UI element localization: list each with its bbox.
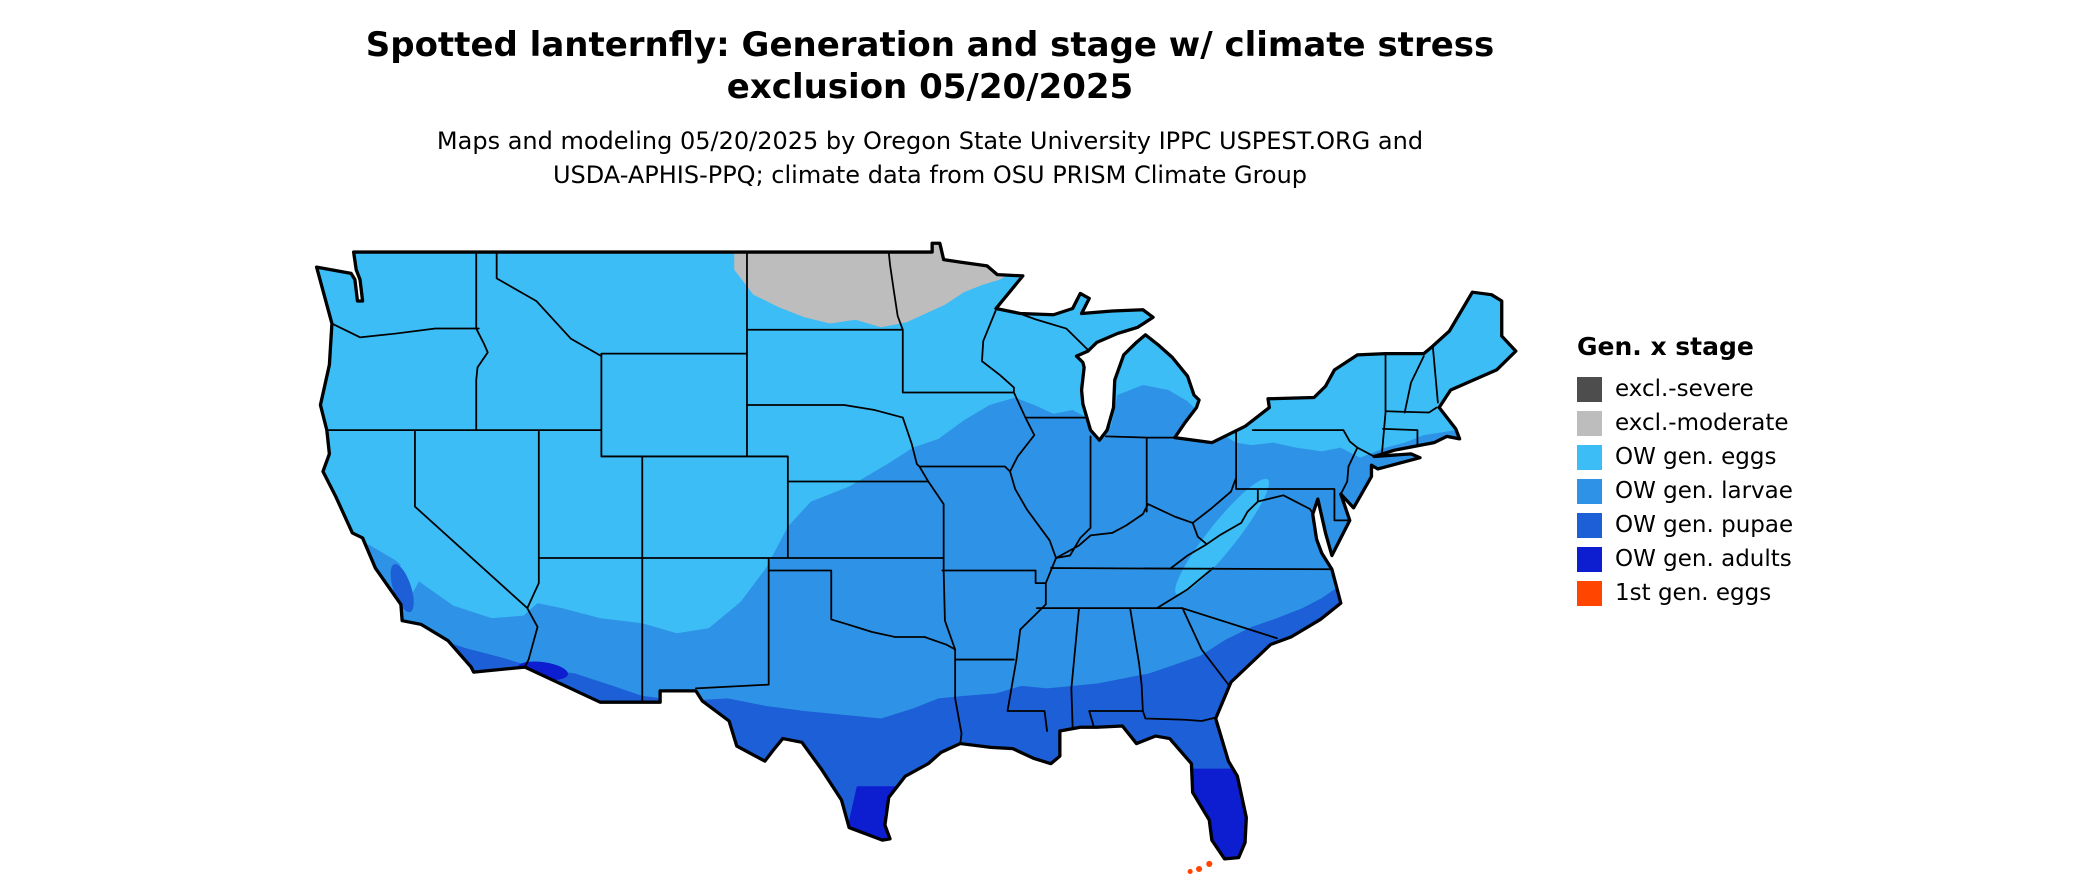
legend-item-label: OW gen. eggs xyxy=(1615,444,1777,470)
florida-keys-dot xyxy=(1196,865,1203,872)
central-valley-pupae-patch xyxy=(390,564,414,613)
subtitle-line-2: USDA-APHIS-PPQ; climate data from OSU PR… xyxy=(552,161,1308,190)
page-subtitle: Maps and modeling 05/20/2025 by Oregon S… xyxy=(0,124,1860,192)
map-legend: Gen. x stage excl.-severe excl.-moderate… xyxy=(1577,332,1897,615)
appalachians-eggs-patch xyxy=(1175,478,1269,595)
legend-swatch-ow-gen-eggs xyxy=(1577,445,1602,470)
legend-swatch-excl-moderate xyxy=(1577,411,1602,436)
legend-item: OW gen. pupae xyxy=(1577,513,1897,538)
us-map-svg xyxy=(314,241,1518,874)
legend-item: OW gen. adults xyxy=(1577,547,1897,572)
legend-item: excl.-severe xyxy=(1577,377,1897,402)
legend-item: 1st gen. eggs xyxy=(1577,581,1897,606)
legend-item: OW gen. eggs xyxy=(1577,445,1897,470)
legend-item-label: excl.-moderate xyxy=(1615,410,1789,436)
legend-item-label: OW gen. larvae xyxy=(1615,478,1793,504)
legend-item-label: OW gen. adults xyxy=(1615,546,1792,572)
legend-item-label: excl.-severe xyxy=(1615,376,1754,402)
page-title: Spotted lanternfly: Generation and stage… xyxy=(0,24,1860,108)
legend-swatch-excl-severe xyxy=(1577,377,1602,402)
state-borders xyxy=(323,251,1439,745)
legend-item-label: 1st gen. eggs xyxy=(1615,580,1772,606)
legend-swatch-ow-gen-pupae xyxy=(1577,513,1602,538)
region-1st-gen-eggs-florida-keys xyxy=(1187,860,1213,874)
us-outline xyxy=(314,241,1518,861)
title-line-2: exclusion 05/20/2025 xyxy=(726,67,1134,108)
legend-swatch-1st-gen-eggs xyxy=(1577,581,1602,606)
legend-title: Gen. x stage xyxy=(1577,332,1754,361)
legend-item-label: OW gen. pupae xyxy=(1615,512,1794,538)
us-map xyxy=(300,232,1526,884)
legend-swatch-ow-gen-larvae xyxy=(1577,479,1602,504)
florida-keys-dot xyxy=(1187,868,1193,874)
legend-item: OW gen. larvae xyxy=(1577,479,1897,504)
legend-item: excl.-moderate xyxy=(1577,411,1897,436)
subtitle-line-1: Maps and modeling 05/20/2025 by Oregon S… xyxy=(436,127,1424,155)
florida-keys-dot xyxy=(1206,860,1213,867)
title-line-1: Spotted lanternfly: Generation and stage… xyxy=(365,25,1495,65)
legend-swatch-ow-gen-adults xyxy=(1577,547,1602,572)
